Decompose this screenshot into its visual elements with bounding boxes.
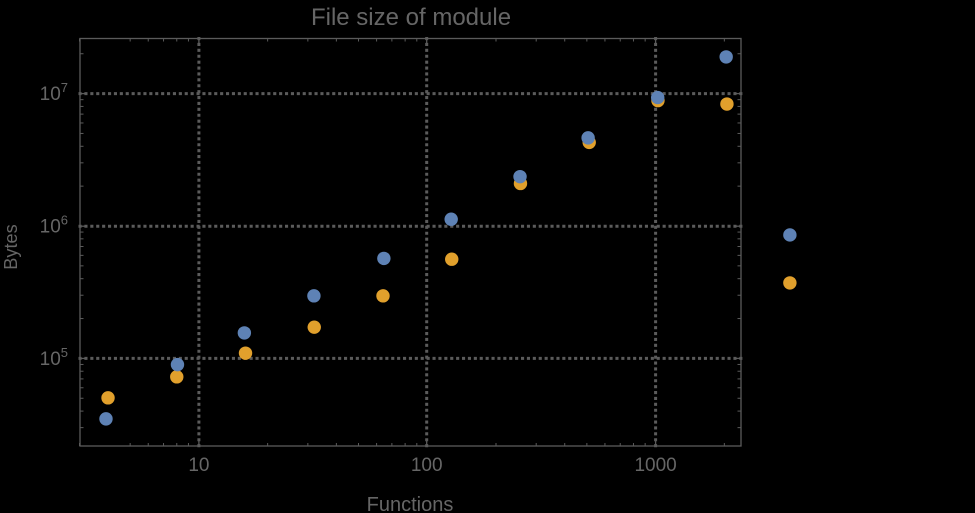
svg-text:Bytes: Bytes [1, 224, 21, 270]
svg-text:File size of module: File size of module [311, 4, 511, 31]
svg-text:1000: 1000 [634, 455, 676, 476]
svg-text:10: 10 [188, 455, 209, 476]
svg-text:Functions: Functions [367, 494, 454, 513]
svg-text:100: 100 [411, 455, 443, 476]
